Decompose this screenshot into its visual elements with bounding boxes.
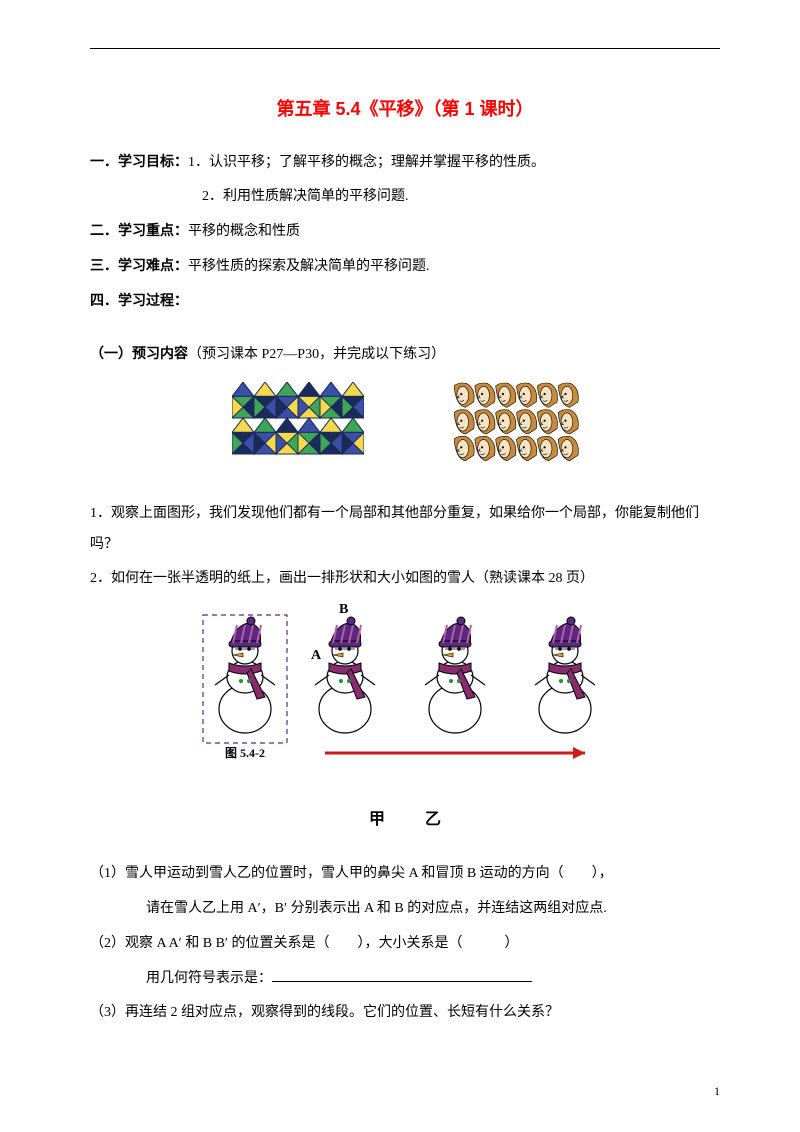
section-4: 四．学习过程： [90,287,720,318]
section-3: 三．学习难点：平移性质的探索及解决简单的平移问题. [90,252,720,283]
question-2: 2．如何在一张半透明的纸上，画出一排形状和大小如图的雪人（熟读课本 28 页） [90,564,720,595]
section-1: 一．学习目标：1．认识平移；了解平移的概念；理解并掌握平移的性质。 [90,148,720,179]
sub-question-1: （1）雪人甲运动到雪人乙的位置时，雪人甲的鼻尖 A 和冒顶 B 运动的方向（ ）… [90,859,720,890]
svg-text:图 5.4-2: 图 5.4-2 [225,746,265,760]
snowmen-image: A B 图 5.4-2 [185,601,625,771]
section-3-text: 平移性质的探索及解决简单的平移问题. [188,259,430,274]
section-3-label: 三．学习难点： [90,259,188,274]
snowmen-figure: A B 图 5.4-2 [90,601,720,784]
geometric-pattern-image [232,382,364,468]
question-1: 1．观察上面图形，我们发现他们都有一个局部和其他部分重复，如果给你一个局部，你能… [90,499,720,561]
sq2-prefix: 用几何符号表示是： [146,971,272,986]
section-1-item1: 1．认识平移；了解平移的概念；理解并掌握平移的性质。 [188,155,545,170]
section-1-item2: 2．利用性质解决简单的平移问题. [90,182,720,213]
section-1-label: 一．学习目标： [90,155,188,170]
svg-text:A: A [311,648,322,663]
blank-line [272,968,532,982]
top-rule [90,48,720,49]
sub-question-2-line2: 用几何符号表示是： [90,964,720,995]
preview-images-row [90,382,720,468]
preview-heading: （一）预习内容（预习课本 P27—P30，并完成以下练习） [90,340,720,371]
sub-question-1-line2: 请在雪人乙上用 A′，B′ 分别表示出 A 和 B 的对应点，并连结这两组对应点… [90,894,720,925]
section-2-text: 平移的概念和性质 [188,224,300,239]
sub-question-3: （3）再连结 2 组对应点，观察得到的线段。它们的位置、长短有什么关系？ [90,998,720,1029]
page-number: 1 [714,1078,720,1104]
section-4-label: 四．学习过程： [90,294,188,309]
section-2: 二．学习重点：平移的概念和性质 [90,217,720,248]
section-2-label: 二．学习重点： [90,224,188,239]
sub-question-2: （2）观察 A A′ 和 B B′ 的位置关系是（ ），大小关系是（ ） [90,929,720,960]
caption-yi: 乙 [425,811,481,828]
page-title: 第五章 5.4《平移》（第 1 课时） [90,90,720,130]
faces-pattern-image [454,382,579,462]
caption-jia: 甲 [369,811,425,828]
preview-label: （一）预习内容 [90,347,188,362]
preview-note: （预习课本 P27—P30，并完成以下练习） [188,347,445,362]
caption-row: 甲乙 [90,802,720,837]
svg-text:B: B [339,602,348,617]
